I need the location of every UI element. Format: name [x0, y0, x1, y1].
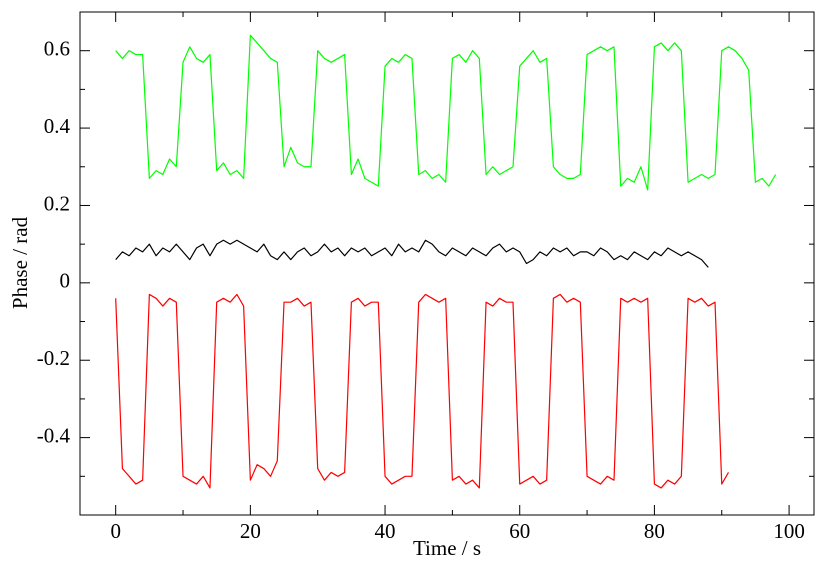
series-line	[115, 239, 709, 268]
y-tick-label: -0.4	[37, 423, 71, 447]
series-line	[115, 34, 777, 191]
y-axis-label: Phase / rad	[8, 216, 32, 309]
y-tick-label: -0.2	[37, 346, 70, 370]
plot-frame	[79, 11, 815, 516]
series-line	[115, 293, 729, 489]
x-tick-label: 40	[375, 519, 396, 543]
x-axis-label: Time / s	[413, 536, 481, 560]
y-tick-label: 0.4	[44, 114, 71, 138]
y-tick-label: 0	[60, 269, 71, 293]
x-tick-label: 60	[509, 519, 530, 543]
x-tick-label: 80	[644, 519, 665, 543]
x-tick-label: 20	[240, 519, 261, 543]
y-tick-label: 0.2	[44, 191, 70, 215]
x-tick-label: 100	[773, 519, 805, 543]
y-tick-label: 0.6	[44, 37, 70, 61]
x-tick-label: 0	[110, 519, 121, 543]
